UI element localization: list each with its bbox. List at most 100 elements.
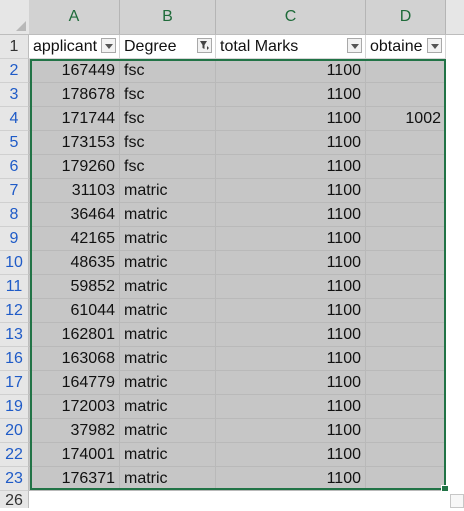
cell-degree[interactable]: matric <box>120 251 216 275</box>
row-header[interactable]: 8 <box>0 203 29 227</box>
cell-degree[interactable]: matric <box>120 323 216 347</box>
cell-total-marks[interactable]: 1100 <box>216 443 366 467</box>
cell-applicant[interactable]: 171744 <box>29 107 120 131</box>
row-header[interactable]: 26 <box>0 491 29 509</box>
cell-applicant[interactable]: 162801 <box>29 323 120 347</box>
cell-obtained[interactable] <box>366 203 446 227</box>
row-header[interactable]: 13 <box>0 323 29 347</box>
cell-total-marks[interactable]: 1100 <box>216 227 366 251</box>
cell-obtained[interactable] <box>366 395 446 419</box>
cell-total-marks[interactable]: 1100 <box>216 419 366 443</box>
cell-obtained[interactable] <box>366 299 446 323</box>
cell-applicant[interactable]: 31103 <box>29 179 120 203</box>
cell-applicant[interactable]: 164779 <box>29 371 120 395</box>
row-header[interactable]: 23 <box>0 467 29 491</box>
cell-applicant[interactable]: 61044 <box>29 299 120 323</box>
cell-applicant[interactable]: 59852 <box>29 275 120 299</box>
cell-total-marks[interactable]: 1100 <box>216 347 366 371</box>
cell-total-marks[interactable]: 1100 <box>216 395 366 419</box>
cell-degree[interactable]: matric <box>120 179 216 203</box>
row-header[interactable]: 1 <box>0 35 29 59</box>
cell-applicant[interactable]: 179260 <box>29 155 120 179</box>
cell-applicant[interactable]: 174001 <box>29 443 120 467</box>
cell-total-marks[interactable]: 1100 <box>216 179 366 203</box>
column-header-a[interactable]: A <box>29 0 120 34</box>
cell-total-marks[interactable]: 1100 <box>216 323 366 347</box>
row-header[interactable]: 16 <box>0 347 29 371</box>
column-header-c[interactable]: C <box>216 0 366 34</box>
cell-applicant[interactable]: 36464 <box>29 203 120 227</box>
cell-total-marks[interactable]: 1100 <box>216 83 366 107</box>
cell-obtained[interactable] <box>366 251 446 275</box>
filter-dropdown-button[interactable] <box>347 38 362 53</box>
cell-degree[interactable]: matric <box>120 419 216 443</box>
cell-total-marks[interactable]: 1100 <box>216 155 366 179</box>
cell-obtained[interactable] <box>366 179 446 203</box>
row-header[interactable]: 17 <box>0 371 29 395</box>
cell-total-marks[interactable]: 1100 <box>216 467 366 491</box>
filter-dropdown-button[interactable] <box>427 38 442 53</box>
cell-obtained[interactable] <box>366 467 446 491</box>
cell-degree[interactable]: matric <box>120 299 216 323</box>
cell-applicant[interactable]: 163068 <box>29 347 120 371</box>
cell-applicant[interactable]: 48635 <box>29 251 120 275</box>
row-header[interactable]: 7 <box>0 179 29 203</box>
cell-degree[interactable]: fsc <box>120 59 216 83</box>
cell-obtained[interactable]: 1002 <box>366 107 446 131</box>
row-header[interactable]: 3 <box>0 83 29 107</box>
row-header[interactable]: 12 <box>0 299 29 323</box>
row-header[interactable]: 10 <box>0 251 29 275</box>
row-header[interactable]: 11 <box>0 275 29 299</box>
header-cell-applicant[interactable]: applicant <box>29 35 120 59</box>
cell-degree[interactable]: fsc <box>120 83 216 107</box>
cell-applicant[interactable]: 178678 <box>29 83 120 107</box>
cell-applicant[interactable]: 176371 <box>29 467 120 491</box>
cell-obtained[interactable] <box>366 347 446 371</box>
cell-obtained[interactable] <box>366 419 446 443</box>
cell-total-marks[interactable]: 1100 <box>216 371 366 395</box>
cell-obtained[interactable] <box>366 371 446 395</box>
cell-obtained[interactable] <box>366 131 446 155</box>
select-all-corner[interactable] <box>0 0 30 34</box>
cell-total-marks[interactable]: 1100 <box>216 275 366 299</box>
cell-obtained[interactable] <box>366 227 446 251</box>
cell-degree[interactable]: matric <box>120 443 216 467</box>
cell-applicant[interactable]: 42165 <box>29 227 120 251</box>
header-cell-obtained[interactable]: obtaine <box>366 35 446 59</box>
cell-degree[interactable]: fsc <box>120 155 216 179</box>
cell-degree[interactable]: matric <box>120 227 216 251</box>
column-header-e[interactable] <box>446 0 464 34</box>
cell-obtained[interactable] <box>366 275 446 299</box>
filter-active-button[interactable] <box>197 38 212 53</box>
row-header[interactable]: 9 <box>0 227 29 251</box>
row-header[interactable]: 20 <box>0 419 29 443</box>
cell-obtained[interactable] <box>366 83 446 107</box>
cell-obtained[interactable] <box>366 323 446 347</box>
column-header-d[interactable]: D <box>366 0 446 34</box>
cell-applicant[interactable]: 173153 <box>29 131 120 155</box>
cell-obtained[interactable] <box>366 443 446 467</box>
filter-dropdown-button[interactable] <box>101 38 116 53</box>
header-cell-total-marks[interactable]: total Marks <box>216 35 366 59</box>
cell-degree[interactable]: matric <box>120 347 216 371</box>
cell-degree[interactable]: fsc <box>120 131 216 155</box>
cell-total-marks[interactable]: 1100 <box>216 107 366 131</box>
cell-applicant[interactable]: 167449 <box>29 59 120 83</box>
cell-applicant[interactable]: 37982 <box>29 419 120 443</box>
row-header[interactable]: 19 <box>0 395 29 419</box>
row-header[interactable]: 6 <box>0 155 29 179</box>
cell-degree[interactable]: matric <box>120 371 216 395</box>
cell-obtained[interactable] <box>366 59 446 83</box>
row-header[interactable]: 5 <box>0 131 29 155</box>
cell-degree[interactable]: fsc <box>120 107 216 131</box>
cell-total-marks[interactable]: 1100 <box>216 251 366 275</box>
row-header[interactable]: 22 <box>0 443 29 467</box>
cell-total-marks[interactable]: 1100 <box>216 59 366 83</box>
cell-total-marks[interactable]: 1100 <box>216 299 366 323</box>
header-cell-degree[interactable]: Degree <box>120 35 216 59</box>
cell-total-marks[interactable]: 1100 <box>216 131 366 155</box>
cell-applicant[interactable]: 172003 <box>29 395 120 419</box>
row-header[interactable]: 4 <box>0 107 29 131</box>
cell-degree[interactable]: matric <box>120 275 216 299</box>
cell-obtained[interactable] <box>366 155 446 179</box>
